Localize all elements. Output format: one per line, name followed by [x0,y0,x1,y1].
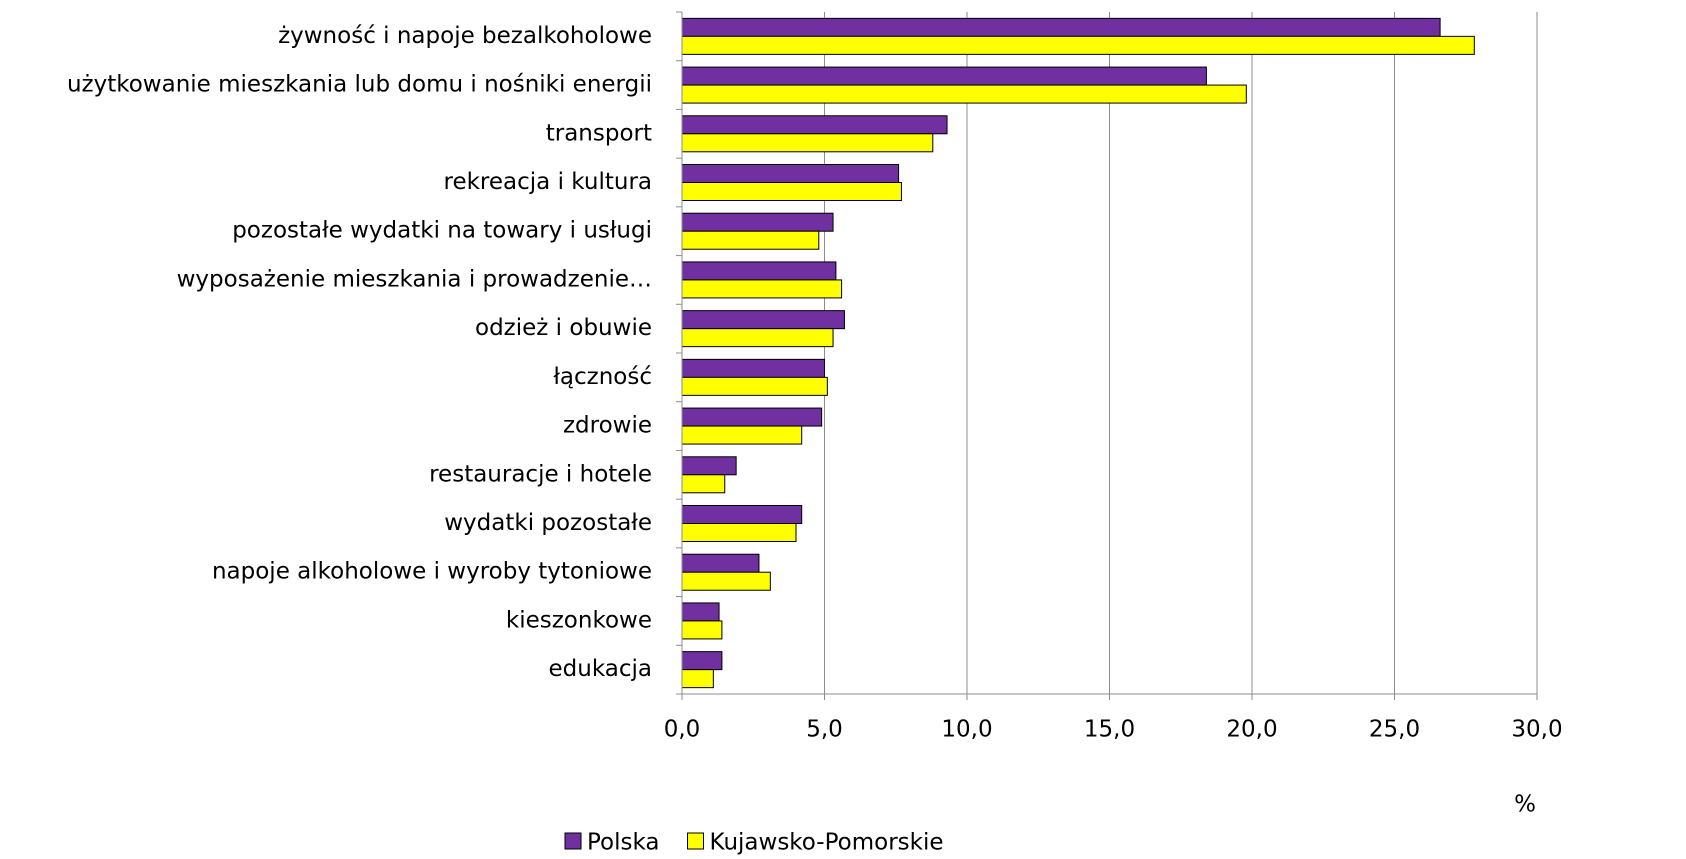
y-tick-label: pozostałe wydatki na towary i usługi [232,218,652,244]
bar [681,310,845,330]
bar [681,230,820,250]
y-tick-label: łączność [553,364,652,390]
x-tick-label: 10,0 [941,717,992,743]
y-tick-label: użytkowanie mieszkania lub domu i nośnik… [67,72,652,98]
bar [681,620,723,640]
bar [681,35,1475,55]
bar [681,115,948,135]
bar [681,66,1207,86]
x-tick-label: 20,0 [1226,717,1277,743]
x-tick-label: 30,0 [1511,717,1562,743]
bar [681,553,760,573]
y-tick-label: odzież i obuwie [475,315,652,341]
x-tick-label: 25,0 [1369,717,1420,743]
y-tick-label: rekreacja i kultura [444,169,652,195]
y-tick-label: wyposażenie mieszkania i prowadzenie… [177,266,652,292]
bar [681,651,723,671]
y-tick-label: edukacja [549,656,652,682]
bar [681,212,834,232]
bar [681,571,771,591]
bar [681,164,900,183]
x-tick-label: 0,0 [664,717,701,743]
bar [681,84,1247,104]
x-axis-label: % [1514,792,1536,818]
bar [681,328,834,348]
bar [681,261,837,281]
legend-label: Polska [587,830,660,856]
bar [681,182,902,201]
bar [681,17,1441,37]
bar [681,425,803,445]
y-tick-label: kieszonkowe [506,607,652,633]
legend-swatch [564,832,582,850]
y-tick-label: restauracje i hotele [429,461,652,487]
bar [681,669,714,689]
x-tick-label: 5,0 [806,717,843,743]
y-tick-label: żywność i napoje bezalkoholowe [278,23,652,49]
y-tick-label: napoje alkoholowe i wyroby tytoniowe [212,559,652,585]
bar [681,376,828,396]
bar [681,523,797,542]
bar [681,602,720,622]
bar [681,456,737,476]
bar [681,279,843,299]
bar [681,133,934,153]
y-tick-label: zdrowie [563,413,652,439]
legend-swatch [687,832,705,850]
bar [681,505,803,524]
bar [681,474,726,494]
y-tick-label: wydatki pozostałe [444,510,652,536]
bar [681,358,825,378]
legend-label: Kujawsko-Pomorskie [710,830,944,856]
x-tick-label: 15,0 [1084,717,1135,743]
y-tick-label: transport [546,120,652,146]
bar [681,407,823,427]
